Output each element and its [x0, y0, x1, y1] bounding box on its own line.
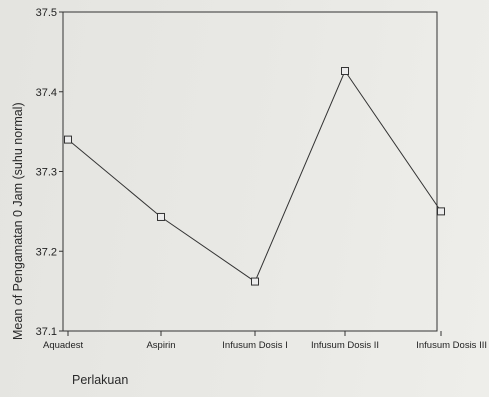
data-point-marker	[437, 207, 445, 216]
series-markers	[64, 67, 445, 286]
data-point-marker	[251, 277, 259, 286]
x-tick-label: Infusum Dosis II	[311, 340, 379, 351]
y-axis: 37.1 37.2 37.3 37.4 37.5	[36, 7, 63, 338]
plot-frame	[62, 11, 438, 332]
y-tick-label: 37.5	[36, 7, 57, 19]
data-point-marker	[157, 212, 165, 221]
data-point-marker	[64, 135, 72, 144]
x-axis: Aquadest Aspirin Infusum Dosis I Infusum Do…	[43, 331, 487, 351]
y-axis-label: Mean of Pengamatan 0 Jam (suhu normal)	[11, 102, 25, 340]
x-tick-label: Infusum Dosis III	[416, 340, 487, 351]
y-tick-label: 37.3	[36, 167, 57, 179]
y-tick-label: 37.1	[36, 326, 57, 338]
y-tick-label: 37.2	[36, 246, 57, 258]
x-tick-label: Aquadest	[43, 340, 84, 351]
series-line	[67, 69, 442, 283]
y-tick-label: 37.4	[36, 87, 57, 99]
x-tick-label: Infusum Dosis I	[222, 340, 287, 351]
x-tick-label: Aspirin	[146, 340, 175, 351]
data-point-marker	[341, 67, 349, 76]
x-axis-label: Perlakuan	[72, 373, 128, 387]
